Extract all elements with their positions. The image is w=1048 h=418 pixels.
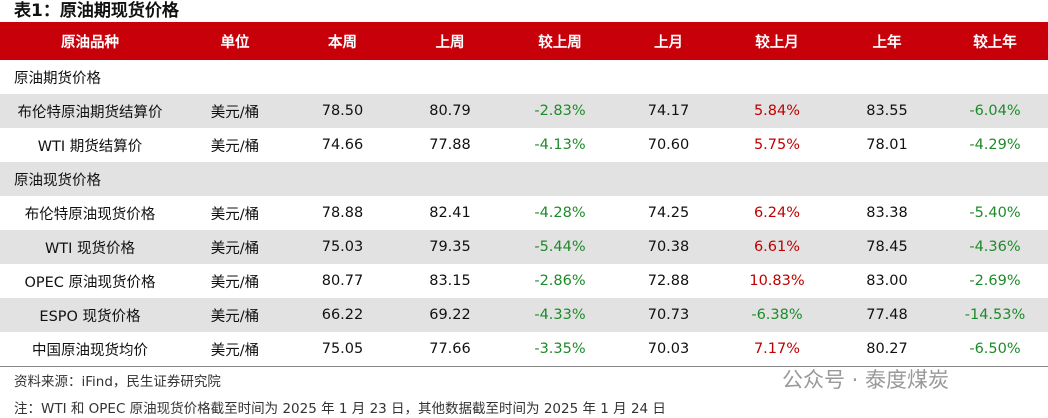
data-row: 中国原油现货均价 美元/桶 75.05 77.66 -3.35% 70.03 7.17% 80… [0,332,1048,367]
cell: 78.45 [832,230,942,264]
cell: 布伦特原油期货结算价 [0,94,180,128]
table-body: 原油期货价格 布伦特原油期货结算价 美元/桶 78.50 80.79 -2.83% 74.1… [0,60,1048,367]
header-cell: 较上周 [505,22,615,60]
note: 注：WTI 和 OPEC 原油现货价格截至时间为 2025 年 1 月 23 日… [14,401,666,417]
data-row: ESPO 现货价格 美元/桶 66.22 69.22 -4.33% 70.73 -6.38%… [0,298,1048,332]
cell: 70.73 [615,298,722,332]
cell: 75.03 [290,230,395,264]
cell: 77.66 [395,332,505,367]
data-row: 布伦特原油现货价格 美元/桶 78.88 82.41 -4.28% 74.25 6.24% 8… [0,196,1048,230]
cell: 70.60 [647,137,690,153]
cell: 74.66 [321,137,364,153]
cell: 78.50 [290,94,395,128]
cell: 80.27 [832,332,942,367]
cell: 75.05 [290,332,395,367]
cell: 77.48 [832,298,942,332]
data-row: WTI 现货价格 美元/桶 75.03 79.35 -5.44% 70.38 6.61% 78… [0,230,1048,264]
cell: 布伦特原油现货价格 [24,206,156,223]
cell: 69.22 [395,298,505,332]
cell: -6.50% [942,332,1048,367]
header-cell: 较上年 [942,22,1048,60]
cell: 83.00 [866,273,908,289]
cell: -5.40% [969,205,1021,221]
cell: 美元/桶 [180,332,290,367]
cell: 美元/桶 [210,206,260,223]
cell: 83.15 [429,273,471,289]
cell: 78.01 [866,137,908,153]
cell: -3.35% [505,332,615,367]
cell: 66.22 [290,298,395,332]
cell: 80.79 [395,94,505,128]
cell: 美元/桶 [210,138,260,155]
header-cell: 单位 [180,22,290,60]
cell: 10.83% [749,273,805,289]
watermark: 公众号 · 泰度煤炭 [782,368,950,392]
header-cell: 上月 [615,22,722,60]
cell: 79.35 [395,230,505,264]
cell: 6.61% [722,230,832,264]
cell: 中国原油现货均价 [0,332,180,367]
cell: 72.88 [647,273,690,289]
cell: ESPO 现货价格 [0,298,180,332]
data-row: 布伦特原油期货结算价 美元/桶 78.50 80.79 -2.83% 74.17 5.84%… [0,94,1048,128]
cell: -4.36% [942,230,1048,264]
section-row: 原油期货价格 [0,60,1048,94]
cell: 82.41 [429,205,471,221]
cell: 美元/桶 [210,274,260,291]
header-cell: 较上月 [722,22,832,60]
cell: 7.17% [722,332,832,367]
header-cell: 上周 [395,22,505,60]
header-cell: 上年 [832,22,942,60]
section-title: 原油现货价格 [0,162,1048,196]
cell: 6.24% [753,205,801,221]
cell: 5.75% [753,137,801,153]
cell: 74.25 [647,205,690,221]
price-table: 原油品种 单位 本周 上周 较上周 上月 较上月 上年 较上年 原油期货价格布伦特原油期货结算价… [0,22,1048,367]
table-title: 表1：原油期现货价格 [14,1,179,21]
cell: OPEC 原油现货价格 [24,274,156,291]
data-row: OPEC 原油现货价格 美元/桶 80.77 83.15 -2.86% 72.88 10.8… [0,264,1048,298]
section-title: 原油期货价格 [14,70,101,87]
cell: WTI 期货结算价 [37,138,143,155]
cell: 83.55 [832,94,942,128]
cell: -2.83% [505,94,615,128]
cell: 美元/桶 [180,230,290,264]
cell: -4.13% [534,137,586,153]
cell: -4.28% [534,205,586,221]
data-row: WTI 期货结算价 美元/桶 74.66 77.88 -4.13% 70.60 5.75% 7… [0,128,1048,162]
source: 资料来源：iFind，民生证券研究院 [14,374,221,390]
cell: 美元/桶 [180,94,290,128]
cell: -6.38% [722,298,832,332]
cell: 78.88 [321,205,364,221]
cell: -14.53% [942,298,1048,332]
header-row: 原油品种 单位 本周 上周 较上周 上月 较上月 上年 较上年 [0,22,1048,60]
cell: 美元/桶 [180,298,290,332]
cell: 83.38 [866,205,908,221]
cell: 77.88 [429,137,471,153]
cell: 70.03 [615,332,722,367]
section-row: 原油现货价格 [0,162,1048,196]
cell: -6.04% [942,94,1048,128]
header-cell: 原油品种 [0,22,180,60]
cell: 70.38 [615,230,722,264]
cell: -4.33% [505,298,615,332]
cell: -5.44% [505,230,615,264]
cell: 5.84% [722,94,832,128]
cell: 74.17 [615,94,722,128]
cell: -2.86% [534,273,586,289]
cell: -2.69% [969,273,1021,289]
cell: 80.77 [321,273,364,289]
cell: -4.29% [969,137,1021,153]
header-cell: 本周 [290,22,395,60]
cell: WTI 现货价格 [0,230,180,264]
